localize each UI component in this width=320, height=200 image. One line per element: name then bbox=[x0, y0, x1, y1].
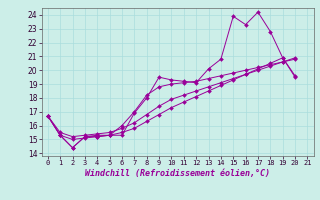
X-axis label: Windchill (Refroidissement éolien,°C): Windchill (Refroidissement éolien,°C) bbox=[85, 169, 270, 178]
